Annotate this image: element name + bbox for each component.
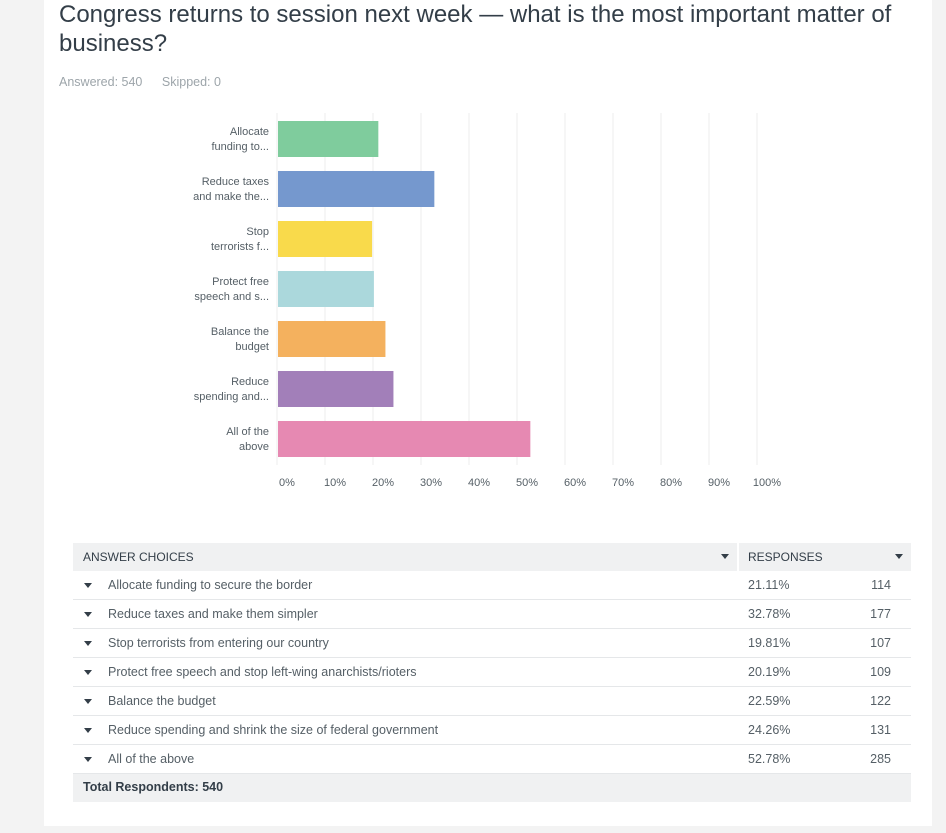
- answered-count: Answered: 540: [59, 75, 143, 89]
- x-tick-label: 0%: [279, 477, 295, 489]
- caret-down-icon[interactable]: [84, 670, 92, 675]
- response-count: 131: [870, 723, 891, 737]
- response-count: 122: [870, 694, 891, 708]
- total-respondents: Total Respondents: 540: [83, 780, 224, 794]
- answer-choice-label: Protect free speech and stop left-wing a…: [108, 665, 417, 679]
- table-header: ANSWER CHOICES RESPONSES: [73, 543, 911, 571]
- response-count: 109: [870, 665, 891, 679]
- table-row: Allocate funding to secure the border 21.…: [73, 571, 911, 600]
- answer-choice-label: Reduce taxes and make them simpler: [108, 607, 318, 621]
- x-tick-label: 80%: [660, 477, 682, 489]
- table-row: Reduce spending and shrink the size of f…: [73, 716, 911, 745]
- caret-down-icon[interactable]: [84, 728, 92, 733]
- category-label: Balance the budget: [211, 326, 269, 353]
- table-row: Stop terrorists from entering our countr…: [73, 629, 911, 658]
- table-row: All of the above 52.78% 285: [73, 745, 911, 774]
- answer-choice-label: Allocate funding to secure the border: [108, 578, 313, 592]
- caret-down-icon[interactable]: [895, 554, 903, 559]
- category-label: Stop terrorists f...: [211, 226, 269, 253]
- response-percent: 24.26%: [748, 723, 791, 737]
- x-tick-label: 30%: [420, 477, 442, 489]
- response-count: 114: [871, 578, 891, 592]
- header-divider: [737, 543, 739, 571]
- response-percent: 52.78%: [748, 752, 791, 766]
- caret-down-icon[interactable]: [84, 757, 92, 762]
- category-label: Protect free speech and s...: [194, 276, 269, 303]
- x-tick-label: 70%: [612, 477, 634, 489]
- response-count: 107: [870, 636, 891, 650]
- chart-bars: [278, 121, 531, 457]
- response-percent: 19.81%: [748, 636, 791, 650]
- bar[interactable]: [278, 121, 379, 157]
- response-percent: 22.59%: [748, 694, 791, 708]
- x-tick-label: 100%: [753, 477, 781, 489]
- answer-choice-label: Stop terrorists from entering our countr…: [108, 636, 329, 650]
- bar[interactable]: [278, 271, 374, 307]
- category-label: Reduce taxes and make the...: [193, 176, 269, 203]
- chart-category-labels: Allocate funding to... Reduce taxes and mak…: [193, 126, 269, 453]
- responses-header[interactable]: RESPONSES: [748, 550, 823, 564]
- answer-choice-label: Reduce spending and shrink the size of f…: [108, 723, 439, 737]
- x-tick-label: 10%: [324, 477, 346, 489]
- answer-choice-label: All of the above: [108, 752, 195, 766]
- response-summary: Answered: 540 Skipped: 0: [59, 75, 237, 89]
- x-tick-label: 50%: [516, 477, 538, 489]
- x-tick-label: 40%: [468, 477, 490, 489]
- bar[interactable]: [278, 371, 394, 407]
- bar[interactable]: [278, 221, 373, 257]
- x-tick-label: 20%: [372, 477, 394, 489]
- question-title: Congress returns to session next week — …: [59, 1, 892, 57]
- chart-x-ticks: 0% 10% 20% 30% 40% 50% 60% 70% 80% 90% 100%: [279, 477, 781, 489]
- caret-down-icon[interactable]: [84, 583, 92, 588]
- results-table: ANSWER CHOICES RESPONSES Allocate fundin…: [73, 543, 911, 802]
- caret-down-icon[interactable]: [84, 699, 92, 704]
- table-row: Balance the budget 22.59% 122: [73, 687, 911, 716]
- caret-down-icon[interactable]: [84, 612, 92, 617]
- table-body: Allocate funding to secure the border 21.…: [73, 571, 911, 774]
- skipped-count: Skipped: 0: [161, 75, 221, 89]
- total-respondents-row: Total Respondents: 540: [73, 774, 911, 802]
- answer-choice-label: Balance the budget: [108, 694, 216, 708]
- caret-down-icon[interactable]: [84, 641, 92, 646]
- caret-down-icon[interactable]: [721, 554, 729, 559]
- response-percent: 21.11%: [748, 578, 790, 592]
- x-tick-label: 90%: [708, 477, 730, 489]
- category-label: All of the above: [226, 426, 269, 453]
- bar-chart: Allocate funding to... Reduce taxes and mak…: [193, 113, 781, 489]
- category-label: Allocate funding to...: [212, 126, 270, 153]
- answer-choices-header[interactable]: ANSWER CHOICES: [83, 550, 194, 564]
- category-label: Reduce spending and...: [194, 376, 269, 403]
- bar[interactable]: [278, 321, 386, 357]
- response-percent: 32.78%: [748, 607, 791, 621]
- bar[interactable]: [278, 171, 435, 207]
- response-count: 285: [870, 752, 891, 766]
- table-row: Reduce taxes and make them simpler 32.78%…: [73, 600, 911, 629]
- bar[interactable]: [278, 421, 531, 457]
- table-row: Protect free speech and stop left-wing a…: [73, 658, 911, 687]
- response-count: 177: [870, 607, 891, 621]
- response-percent: 20.19%: [748, 665, 791, 679]
- x-tick-label: 60%: [564, 477, 586, 489]
